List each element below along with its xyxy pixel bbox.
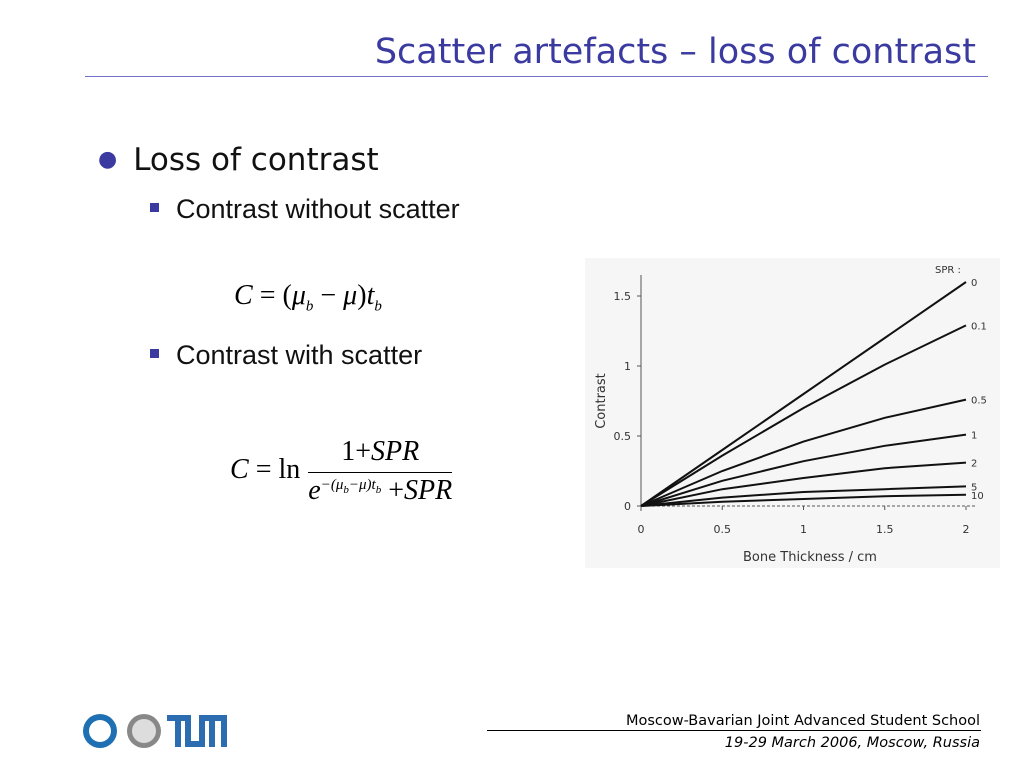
- x-axis-label: Bone Thickness / cm: [743, 550, 877, 565]
- sym: ): [357, 280, 367, 311]
- line-label: 1: [971, 431, 977, 442]
- bullet: ● Loss of contrast: [98, 142, 379, 178]
- data-line: [640, 398, 967, 507]
- sym: −: [320, 280, 337, 311]
- sub-bullet: Contrast with scatter: [150, 340, 422, 371]
- line-label: 0: [971, 278, 977, 289]
- line-label: 0.1: [971, 321, 987, 332]
- sym: b: [343, 483, 349, 496]
- sym: μ: [343, 280, 358, 311]
- chart-background: [585, 258, 1000, 568]
- sym: −μ)t: [348, 476, 376, 493]
- data-line: [640, 485, 967, 507]
- sub-bullet: Contrast without scatter: [150, 194, 460, 225]
- sym: +: [388, 475, 404, 506]
- line-label: 2: [971, 459, 977, 470]
- footer-text: Moscow-Bavarian Joint Advanced Student S…: [625, 713, 980, 729]
- x-tick-label: 0.5: [714, 523, 732, 536]
- sym: =: [255, 453, 272, 485]
- footer-rule: [487, 730, 981, 731]
- tum-logo: [167, 715, 227, 747]
- data-line: [640, 281, 967, 507]
- chart: Contrast Bone Thickness / cm SPR : 0 0.5 1…: [585, 258, 1000, 568]
- sym: b: [305, 298, 314, 315]
- sym: SPR: [371, 436, 420, 467]
- line-label: 5: [971, 482, 977, 493]
- sym: =: [259, 280, 276, 311]
- sym: e: [308, 475, 321, 506]
- logo: [89, 720, 111, 742]
- x-tick-label: 2: [963, 523, 970, 536]
- sym: 1: [341, 436, 356, 467]
- sym: +: [355, 436, 372, 467]
- fraction: 1+SPR e−(μb−μ)tb +SPR: [308, 436, 453, 507]
- bullet-text: Contrast without scatter: [176, 194, 460, 224]
- sym: b: [374, 298, 382, 315]
- data-line: [640, 461, 967, 507]
- x-tick-label: 1: [800, 523, 807, 536]
- sym: t: [366, 280, 375, 311]
- sym: C: [230, 453, 249, 485]
- bullet-text: Contrast with scatter: [176, 340, 423, 370]
- logo: [132, 719, 156, 743]
- line-label: 10: [971, 491, 984, 502]
- y-tick-label: 0: [624, 500, 631, 513]
- x-tick-label: 0: [638, 523, 645, 536]
- exponent: −(μb−μ)tb: [320, 476, 382, 496]
- data-line: [640, 324, 967, 507]
- line-label: 0.5: [971, 396, 987, 407]
- bullet-text: Loss of contrast: [133, 142, 379, 178]
- y-tick-label: 1.5: [614, 290, 632, 303]
- slide-title: Scatter artefacts – loss of contrast: [374, 32, 976, 72]
- x-tick-label: 1.5: [876, 523, 894, 536]
- data-line: [640, 433, 967, 507]
- y-axis-label: Contrast: [594, 373, 609, 429]
- footer-text: 19-29 March 2006, Moscow, Russia: [724, 735, 980, 751]
- formula: C = (μb − μ)tb: [234, 280, 382, 316]
- sym: ln: [278, 453, 301, 485]
- sym: SPR: [403, 475, 453, 506]
- sym: (: [282, 280, 292, 311]
- title-rule: [85, 76, 988, 77]
- legend-title: SPR :: [935, 265, 961, 276]
- sym: μ: [291, 280, 306, 311]
- logos: [83, 714, 227, 748]
- sym: −(μ: [320, 476, 344, 493]
- sym: b: [375, 483, 382, 496]
- y-tick-label: 0.5: [614, 430, 632, 443]
- sym: C: [234, 280, 253, 311]
- y-tick-label: 1: [624, 360, 631, 373]
- formula: C = ln 1+SPR e−(μb−μ)tb +SPR: [230, 436, 453, 507]
- data-line: [640, 493, 967, 507]
